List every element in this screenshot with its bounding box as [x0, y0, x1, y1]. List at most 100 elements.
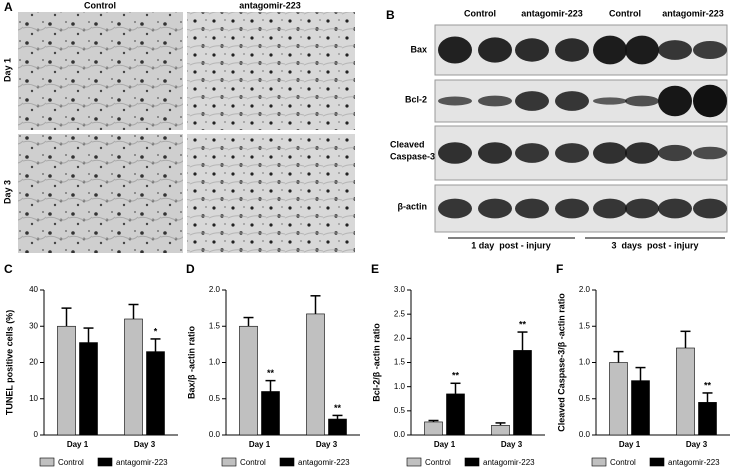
y-tick-label: 2.5 [394, 309, 406, 318]
y-axis-label: Bcl-2/β -actin ratio [371, 323, 381, 402]
legend-label: Control [58, 458, 84, 467]
band [693, 84, 727, 118]
legend-swatch [97, 457, 113, 467]
band [555, 143, 589, 163]
bar [491, 425, 510, 436]
band [625, 142, 659, 164]
error-bar [243, 316, 254, 327]
y-tick-label: 3.0 [394, 285, 406, 294]
panel-a: A Control antagomir-223 Day 1 Day 3 [2, 0, 355, 253]
y-tick-label: 2.0 [209, 285, 221, 294]
legend-label: antagomir-223 [298, 458, 350, 467]
band [438, 96, 472, 106]
band [658, 144, 692, 162]
y-tick-label: 2.0 [394, 333, 406, 342]
panel-letter: D [186, 262, 195, 276]
band [515, 38, 549, 62]
error-bar [450, 382, 461, 394]
row-label: β-actin [398, 201, 428, 211]
significance: ** [519, 319, 527, 329]
band [625, 95, 659, 107]
y-tick-label: 1.0 [579, 358, 591, 367]
legend-swatch [464, 457, 480, 467]
legend-swatch [591, 457, 607, 467]
error-bar [332, 414, 343, 420]
legend-label: antagomir-223 [668, 458, 720, 467]
y-axis-label: TUNEL positive cells (%) [4, 310, 14, 415]
error-bar [702, 392, 713, 403]
bar [57, 325, 76, 436]
error-bar [635, 366, 646, 381]
y-tick-label: 1.5 [579, 321, 591, 330]
row-label: Bax [410, 44, 427, 54]
band [658, 85, 692, 117]
band [555, 91, 589, 111]
y-tick-label: 0.5 [579, 394, 591, 403]
band [515, 143, 549, 163]
x-tick-label: Day 1 [619, 440, 641, 449]
band [625, 35, 659, 65]
row-label: Day 3 [2, 180, 12, 204]
y-tick-label: 20 [29, 358, 38, 367]
y-tick-label: 0.5 [394, 406, 406, 415]
y-tick-label: 1.5 [394, 358, 406, 367]
bar [328, 418, 347, 436]
band [438, 198, 472, 219]
column-label: Control [84, 0, 116, 10]
error-bar [613, 350, 624, 363]
bar [261, 391, 280, 436]
bar [446, 393, 465, 436]
band [658, 198, 692, 219]
y-tick-label: 30 [29, 321, 38, 330]
significance: ** [267, 368, 275, 378]
band [593, 142, 627, 164]
x-tick-label: Day 3 [501, 440, 523, 449]
band [693, 146, 727, 160]
row-label: Caspase-3 [390, 151, 435, 161]
legend-label: Control [610, 458, 636, 467]
error-bar [265, 379, 276, 392]
error-bar [517, 331, 528, 351]
row-label: Day 1 [2, 58, 12, 82]
column-label: antagomir-223 [662, 8, 724, 18]
y-tick-label: 0.0 [209, 430, 221, 439]
y-tick-label: 10 [29, 394, 38, 403]
error-bar [128, 303, 139, 319]
band [438, 142, 472, 164]
group-label: 3 days post - injury [611, 240, 698, 250]
bar [631, 380, 650, 436]
x-tick-label: Day 3 [134, 440, 156, 449]
y-tick-label: 0 [34, 430, 39, 439]
chart: F Cleaved Caspase-3/β -actin ratio 0.0 0.5 1… [556, 262, 730, 467]
error-bar [150, 338, 161, 352]
band [478, 142, 512, 164]
column-label: antagomir-223 [521, 8, 583, 18]
band [625, 198, 659, 219]
y-tick-label: 0.0 [394, 430, 406, 439]
bar [306, 313, 325, 436]
y-tick-label: 1.5 [209, 321, 221, 330]
band [593, 35, 627, 65]
band [693, 198, 727, 219]
band [593, 198, 627, 219]
micrograph [187, 134, 355, 253]
band [593, 97, 627, 105]
group-label: 1 day post - injury [471, 240, 551, 250]
significance: ** [334, 403, 342, 413]
error-bar [428, 419, 439, 422]
legend-swatch [279, 457, 295, 467]
significance: ** [452, 371, 460, 381]
legend-swatch [406, 457, 422, 467]
legend-label: antagomir-223 [116, 458, 168, 467]
legend-label: Control [240, 458, 266, 467]
band [555, 38, 589, 62]
significance: ** [704, 380, 712, 390]
bar [609, 362, 628, 436]
row-label: Cleaved [390, 139, 425, 149]
chart: E Bcl-2/β -actin ratio 0.0 0.5 1.0 1.5 2.0 2.5 3… [371, 262, 545, 467]
column-label: Control [464, 8, 496, 18]
x-tick-label: Day 1 [67, 440, 89, 449]
x-tick-label: Day 1 [434, 440, 456, 449]
panel-letter: F [556, 262, 563, 276]
